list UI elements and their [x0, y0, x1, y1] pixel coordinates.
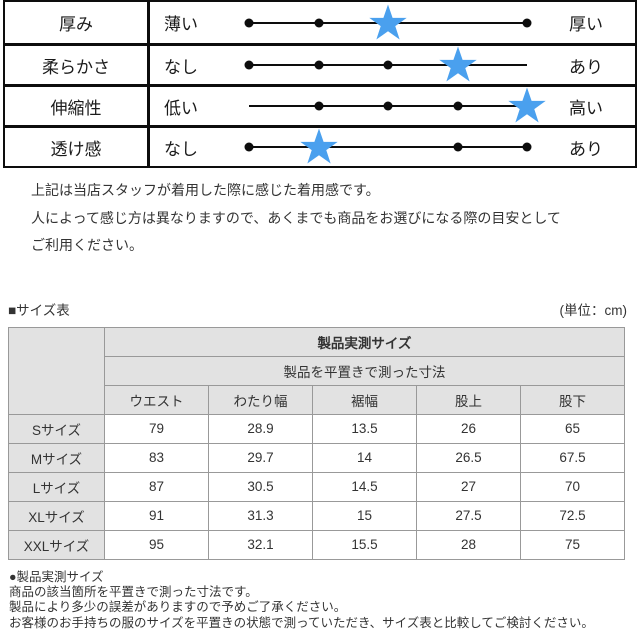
scale-dot [453, 142, 462, 152]
size-table-title: ■サイズ表 [8, 302, 70, 318]
rating-scale [244, 46, 527, 84]
scale-dot [314, 101, 323, 111]
feel-row-label: 伸縮性 [5, 87, 150, 125]
column-header-thigh: わたり幅 [208, 384, 313, 415]
scale-dot [453, 101, 462, 111]
cell: 87 [104, 471, 209, 502]
cell: 91 [104, 500, 209, 531]
table-row-l: Lサイズ 87 30.5 14.5 27 70 [8, 471, 625, 502]
table-row-xl: XLサイズ 91 31.3 15 27.5 72.5 [8, 500, 625, 531]
cell: 26 [416, 413, 521, 444]
scale-dot [244, 60, 254, 70]
feel-row-label: 透け感 [5, 128, 150, 166]
star-icon [299, 128, 338, 166]
row-label: Mサイズ [8, 442, 105, 473]
cell: 67.5 [520, 442, 625, 473]
star-icon [508, 87, 547, 125]
measurement-notes-heading: ●製品実測サイズ [9, 569, 104, 584]
size-table-corner-cell [8, 326, 105, 415]
scale-max-label: 厚い [569, 15, 603, 34]
scale-dot [522, 18, 532, 27]
note-line: 人によって感じ方は異なりますので、あくまでも商品をお選びになる際の目安として [31, 209, 561, 226]
cell: 83 [104, 442, 209, 473]
scale-dot [383, 60, 393, 70]
scale-dot [314, 60, 323, 70]
row-label: XLサイズ [8, 500, 105, 531]
note-line: 商品の該当箇所を平置きで測った寸法です。 [9, 584, 258, 599]
feel-row-thickness: 厚み 薄い 厚い [5, 2, 635, 43]
feel-row-label: 厚み [5, 2, 150, 43]
cell: 15.5 [312, 529, 417, 560]
cell: 30.5 [208, 471, 313, 502]
size-table-sub-header: 製品を平置きで測った寸法 [104, 355, 625, 386]
table-row-m: Mサイズ 83 29.7 14 26.5 67.5 [8, 442, 625, 473]
cell: 72.5 [520, 500, 625, 531]
cell: 75 [520, 529, 625, 560]
note-line: ご利用ください。 [31, 237, 143, 253]
table-row-s: Sサイズ 79 28.9 13.5 26 65 [8, 413, 625, 444]
size-section-header: ■サイズ表 (単位：cm) [8, 299, 628, 319]
row-label: Lサイズ [8, 471, 105, 502]
rating-scale [249, 87, 546, 125]
staff-notes: 上記は当店スタッフが着用した際に感じた着用感です。 人によって感じ方は異なります… [31, 177, 640, 260]
cell: 14.5 [312, 471, 417, 502]
size-table: 製品実測サイズ 製品を平置きで測った寸法 ウエスト わたり幅 裾幅 股上 股下 … [8, 326, 625, 560]
size-section: ■サイズ表 (単位：cm) 製品実測サイズ 製品を平置きで測った寸法 ウエスト … [8, 299, 628, 560]
scale-dot [383, 101, 393, 111]
cell: 70 [520, 471, 625, 502]
feel-row-softness: 柔らかさ なし あり [5, 43, 635, 84]
size-table-main-header: 製品実測サイズ [104, 326, 625, 357]
scale-max-label: あり [569, 57, 603, 77]
scale-min-label: なし [164, 139, 198, 159]
cell: 95 [104, 529, 209, 560]
cell: 15 [312, 500, 417, 531]
note-line: 上記は当店スタッフが着用した際に感じた着用感です。 [31, 182, 380, 198]
table-row-xxl: XXLサイズ 95 32.1 15.5 28 75 [8, 529, 625, 560]
feel-row-label: 柔らかさ [5, 46, 150, 84]
feel-row-sheerness: 透け感 なし あり [5, 125, 635, 166]
scale-dot [244, 142, 254, 152]
column-header-waist: ウエスト [104, 384, 209, 415]
feel-rating-table: 厚み 薄い 厚い 柔らかさ なし あり [3, 0, 637, 168]
cell: 26.5 [416, 442, 521, 473]
cell: 79 [104, 413, 209, 444]
scale-max-label: あり [569, 139, 603, 159]
column-header-inseam: 股下 [520, 384, 625, 415]
rating-scale [244, 128, 532, 166]
star-icon [369, 4, 408, 41]
rating-scale [244, 2, 532, 43]
feel-row-stretch: 伸縮性 低い 高い [5, 84, 635, 125]
scale-min-label: 薄い [164, 15, 198, 34]
scale-dot [244, 18, 254, 27]
scale-line [249, 146, 527, 148]
unit-label: (単位：cm) [559, 302, 628, 318]
note-line: お客様のお手持ちの服のサイズを平置きの状態で測っていただき、サイズ表と比較してご… [9, 615, 594, 630]
column-header-rise: 股上 [416, 384, 521, 415]
scale-dot [522, 142, 532, 152]
cell: 27.5 [416, 500, 521, 531]
scale-min-label: 低い [164, 98, 198, 118]
scale-max-label: 高い [569, 98, 603, 118]
cell: 29.7 [208, 442, 313, 473]
cell: 31.3 [208, 500, 313, 531]
scale-min-label: なし [164, 57, 198, 77]
star-icon [438, 46, 477, 84]
cell: 13.5 [312, 413, 417, 444]
cell: 28.9 [208, 413, 313, 444]
cell: 65 [520, 413, 625, 444]
note-line: 製品により多少の誤差がありますので予めご了承ください。 [9, 600, 347, 615]
cell: 27 [416, 471, 521, 502]
cell: 32.1 [208, 529, 313, 560]
cell: 28 [416, 529, 521, 560]
column-header-hem: 裾幅 [312, 384, 417, 415]
scale-dot [314, 18, 323, 27]
row-label: XXLサイズ [8, 529, 105, 560]
measurement-notes: ●製品実測サイズ 商品の該当箇所を平置きで測った寸法です。 製品により多少の誤差… [9, 570, 640, 632]
row-label: Sサイズ [8, 413, 105, 444]
cell: 14 [312, 442, 417, 473]
